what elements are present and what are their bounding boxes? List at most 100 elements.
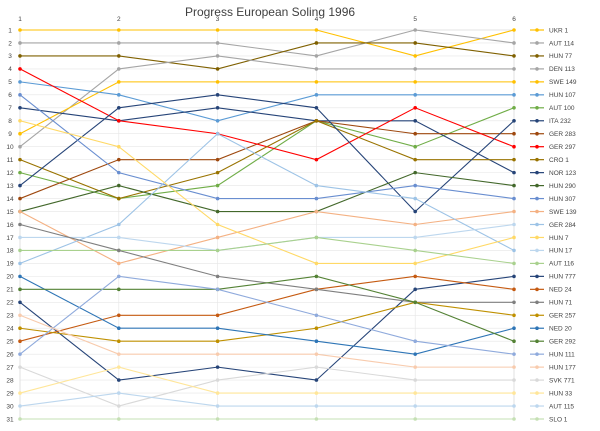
data-point xyxy=(314,209,319,214)
y-tick-label: 31 xyxy=(6,416,14,423)
legend-label: SWE 149 xyxy=(549,79,577,86)
data-point xyxy=(215,131,220,136)
data-point xyxy=(117,274,121,279)
y-tick-label: 9 xyxy=(8,131,12,138)
data-point xyxy=(314,339,319,344)
legend-label: HUN 17 xyxy=(549,248,573,255)
x-tick-label: 1 xyxy=(18,16,22,23)
data-point xyxy=(512,118,516,123)
data-point xyxy=(215,183,220,188)
data-point xyxy=(18,248,22,253)
legend-label: ITA 232 xyxy=(549,118,571,125)
y-tick-label: 24 xyxy=(6,326,14,333)
y-tick-label: 10 xyxy=(6,144,14,151)
data-point xyxy=(512,365,516,369)
legend: UKR 1 AUT 114 HUN 77 DEN 113 SWE 149 HUN 107 A… xyxy=(530,27,577,423)
legend-marker xyxy=(535,106,539,110)
legend-marker xyxy=(535,417,539,421)
legend-label: GER 284 xyxy=(549,222,576,229)
data-point xyxy=(314,261,319,266)
data-point xyxy=(215,378,220,382)
y-tick-label: 30 xyxy=(6,403,14,410)
data-point xyxy=(314,326,319,331)
legend-label: HUN 107 xyxy=(549,92,576,99)
data-point xyxy=(215,80,220,84)
legend-label: GER 257 xyxy=(549,313,576,320)
data-point xyxy=(215,339,220,344)
data-point xyxy=(512,300,516,305)
y-tick-label: 6 xyxy=(8,92,12,99)
data-point xyxy=(413,261,418,266)
legend-label: HUN 7 xyxy=(549,235,569,242)
data-point xyxy=(18,313,22,318)
legend-marker xyxy=(535,235,539,240)
data-point xyxy=(117,67,121,71)
series-line xyxy=(19,275,515,355)
series-line xyxy=(19,107,515,174)
y-tick-label: 20 xyxy=(6,274,14,281)
data-point xyxy=(413,106,418,110)
legend-marker xyxy=(535,313,539,318)
data-point xyxy=(215,222,220,227)
data-point xyxy=(413,391,418,395)
x-tick-label: 2 xyxy=(117,16,121,23)
x-axis-ticks: 1 2 3 4 5 6 xyxy=(18,16,516,23)
data-point xyxy=(117,326,121,331)
data-point xyxy=(413,352,418,356)
data-point xyxy=(314,235,319,240)
data-point xyxy=(117,313,121,318)
legend-marker xyxy=(535,144,539,149)
y-tick-label: 27 xyxy=(6,364,14,371)
data-point xyxy=(314,378,319,382)
y-tick-label: 29 xyxy=(6,390,14,397)
data-point xyxy=(314,41,319,45)
data-point xyxy=(215,41,220,45)
data-point xyxy=(18,274,22,279)
legend-label: SWE 139 xyxy=(549,209,577,216)
legend-label: HUN 33 xyxy=(549,390,573,397)
data-point xyxy=(18,235,22,240)
legend-label: HUN 77 xyxy=(549,53,573,60)
data-point xyxy=(18,131,22,136)
data-point xyxy=(18,183,22,188)
series-line xyxy=(19,94,515,213)
data-point xyxy=(413,80,418,84)
legend-label: HUN 111 xyxy=(549,351,575,358)
series-line xyxy=(19,392,514,407)
series-line xyxy=(19,120,514,200)
legend-marker xyxy=(535,261,539,266)
legend-label: NED 20 xyxy=(549,326,572,333)
data-point xyxy=(215,391,220,395)
y-tick-label: 11 xyxy=(7,157,14,164)
data-point xyxy=(413,404,418,408)
legend-label: AUT 115 xyxy=(549,403,574,410)
data-point xyxy=(215,106,220,110)
data-point xyxy=(512,378,516,382)
y-tick-label: 19 xyxy=(6,261,14,268)
series-line xyxy=(20,236,515,264)
y-tick-label: 21 xyxy=(6,287,14,294)
data-point xyxy=(512,80,516,84)
series-line xyxy=(19,81,514,122)
y-tick-label: 15 xyxy=(6,209,14,216)
data-point xyxy=(18,300,22,305)
y-tick-label: 12 xyxy=(6,170,14,177)
y-tick-label: 7 xyxy=(8,105,12,112)
data-point xyxy=(18,144,22,149)
data-point xyxy=(18,106,22,110)
data-point xyxy=(215,196,220,201)
y-tick-label: 23 xyxy=(6,313,14,320)
data-point xyxy=(512,313,516,318)
legend-label: AUT 116 xyxy=(549,261,574,268)
data-point xyxy=(413,118,418,123)
series-line xyxy=(19,366,514,407)
y-tick-label: 26 xyxy=(6,351,14,358)
data-point xyxy=(117,80,121,84)
data-point xyxy=(413,300,418,305)
data-point xyxy=(215,157,220,162)
legend-marker xyxy=(535,248,539,253)
data-point xyxy=(215,209,220,214)
data-point xyxy=(512,131,516,136)
series-line xyxy=(19,172,515,213)
data-point xyxy=(215,67,220,71)
